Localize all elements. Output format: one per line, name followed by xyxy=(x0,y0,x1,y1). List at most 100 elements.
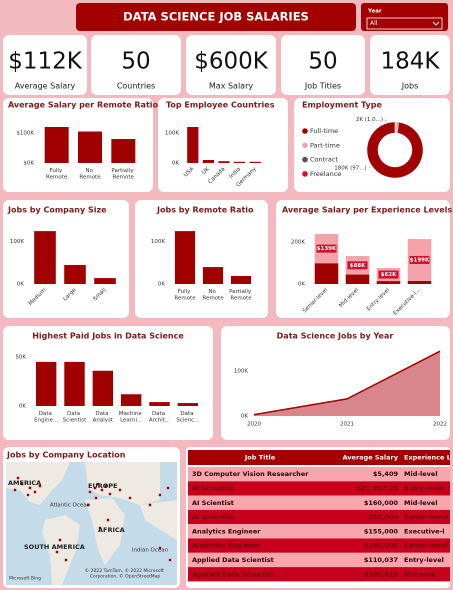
location-dot xyxy=(38,484,42,488)
chart-panel xyxy=(158,98,288,192)
data-label-bg xyxy=(409,255,430,264)
year-filter[interactable] xyxy=(361,3,448,31)
bar xyxy=(177,403,199,406)
donut-slice xyxy=(366,121,424,179)
kpi-label: Max Salary xyxy=(209,82,253,91)
legend-marker xyxy=(302,128,308,134)
bar xyxy=(149,402,170,406)
table-cell: $110,037 xyxy=(364,556,398,564)
map-label: Atlantic Ocean xyxy=(50,503,91,509)
table-row xyxy=(188,467,450,482)
location-dot xyxy=(166,486,170,490)
y-tick-label: 0K xyxy=(241,414,248,420)
legend-label: Full-time xyxy=(310,127,338,135)
location-dot xyxy=(94,496,98,500)
kpi-label: Countries xyxy=(117,82,155,91)
bar xyxy=(94,278,116,284)
data-label-bg xyxy=(347,261,368,270)
y-tick-label: 0K xyxy=(298,282,305,288)
bar xyxy=(34,231,56,284)
bar xyxy=(64,264,86,284)
table-cell: Mid-level xyxy=(404,499,438,507)
y-tick-label: 0K xyxy=(19,404,26,410)
dropdown[interactable] xyxy=(366,17,443,30)
legend-marker xyxy=(302,142,308,149)
x-tick-label: 2021 xyxy=(340,422,354,428)
map-label: AFRICA xyxy=(98,526,125,534)
table-cell: $109,819 xyxy=(364,570,399,578)
bar xyxy=(230,275,252,284)
location-dot xyxy=(128,496,132,500)
x-tick-label: Data Scienc... xyxy=(176,411,199,423)
table-cell: AI Scientist xyxy=(192,513,234,521)
bar-segment xyxy=(407,280,432,284)
kpi-card xyxy=(281,35,365,95)
donut-slice xyxy=(396,121,400,134)
chart-title: Jobs by Company Size xyxy=(7,206,107,215)
data-label: $139K xyxy=(317,246,337,252)
kpi-label: Average Salary xyxy=(15,82,76,91)
chart-panel xyxy=(3,200,129,318)
location-dot xyxy=(13,488,17,492)
table-row xyxy=(188,524,450,539)
x-tick-label: UK xyxy=(201,166,211,176)
location-dot xyxy=(58,538,62,542)
location-dot xyxy=(33,490,37,494)
table-cell: $155,000 xyxy=(364,527,399,535)
location-dot xyxy=(106,518,110,522)
map-attribution: © 2022 TomTom, © 2022 Microsoft Corporat… xyxy=(85,567,166,579)
y-tick-label: 100K xyxy=(234,369,248,375)
table-cell: $160,000 xyxy=(364,499,399,507)
bar xyxy=(64,361,85,406)
bar xyxy=(120,394,142,406)
bar-segment xyxy=(345,274,370,284)
table-cell: Analytics Engineer xyxy=(192,542,261,550)
location-dot xyxy=(96,482,100,486)
table-row xyxy=(188,495,450,510)
kpi-card xyxy=(370,35,450,95)
kpi-value: $600K xyxy=(194,49,269,75)
table-cell: Entry-level xyxy=(404,556,444,564)
data-label: $199K xyxy=(410,257,430,263)
location-dot xyxy=(28,486,32,490)
line xyxy=(253,350,441,416)
chart-title: Average Salary per Remote Ratio xyxy=(8,101,159,110)
map-label: Indian Ocean xyxy=(132,548,169,554)
table-cell: $5,409 xyxy=(373,470,399,478)
leader-line xyxy=(368,166,372,169)
asia-south xyxy=(140,500,177,540)
chevron xyxy=(432,21,440,26)
kpi-label: Job Titles xyxy=(304,82,341,91)
table-cell: $21,987.25 xyxy=(357,485,399,493)
location-dot xyxy=(148,503,152,507)
y-tick-label: $0K xyxy=(23,161,34,167)
location-dot xyxy=(108,492,112,496)
x-tick-label: Fully Remote xyxy=(46,168,68,180)
leader-line xyxy=(384,119,387,123)
x-tick-label: Data Engine... xyxy=(34,411,58,423)
area xyxy=(254,351,440,416)
location-dot xyxy=(16,476,20,480)
table-cell: Executive-l xyxy=(404,527,444,535)
table-cell: $55,000 xyxy=(368,513,398,521)
y-tick-label: 100K xyxy=(165,131,179,137)
location-dot xyxy=(98,526,102,530)
legend-label: Contract xyxy=(310,156,338,164)
location-dot xyxy=(55,550,59,554)
x-tick-label: 2022 xyxy=(433,422,447,428)
chart-title: Data Science Jobs by Year xyxy=(277,332,394,341)
bar xyxy=(233,161,246,163)
table-header xyxy=(188,450,450,465)
x-tick-label: 2020 xyxy=(247,422,261,428)
bar xyxy=(92,370,114,406)
x-tick-label: Machine Learni... xyxy=(119,411,144,423)
table-cell: Entry-level xyxy=(404,485,444,493)
y-tick-label: 0K xyxy=(17,282,24,288)
location-dot xyxy=(104,484,108,488)
table-row xyxy=(188,567,450,582)
data-label: 180K (97...) xyxy=(334,166,366,172)
y-tick-label: 100K xyxy=(10,239,24,245)
y-tick-label: 0K xyxy=(172,161,179,167)
kpi-label: Jobs xyxy=(401,82,419,91)
chart-title: Jobs by Remote Ratio xyxy=(156,206,254,215)
